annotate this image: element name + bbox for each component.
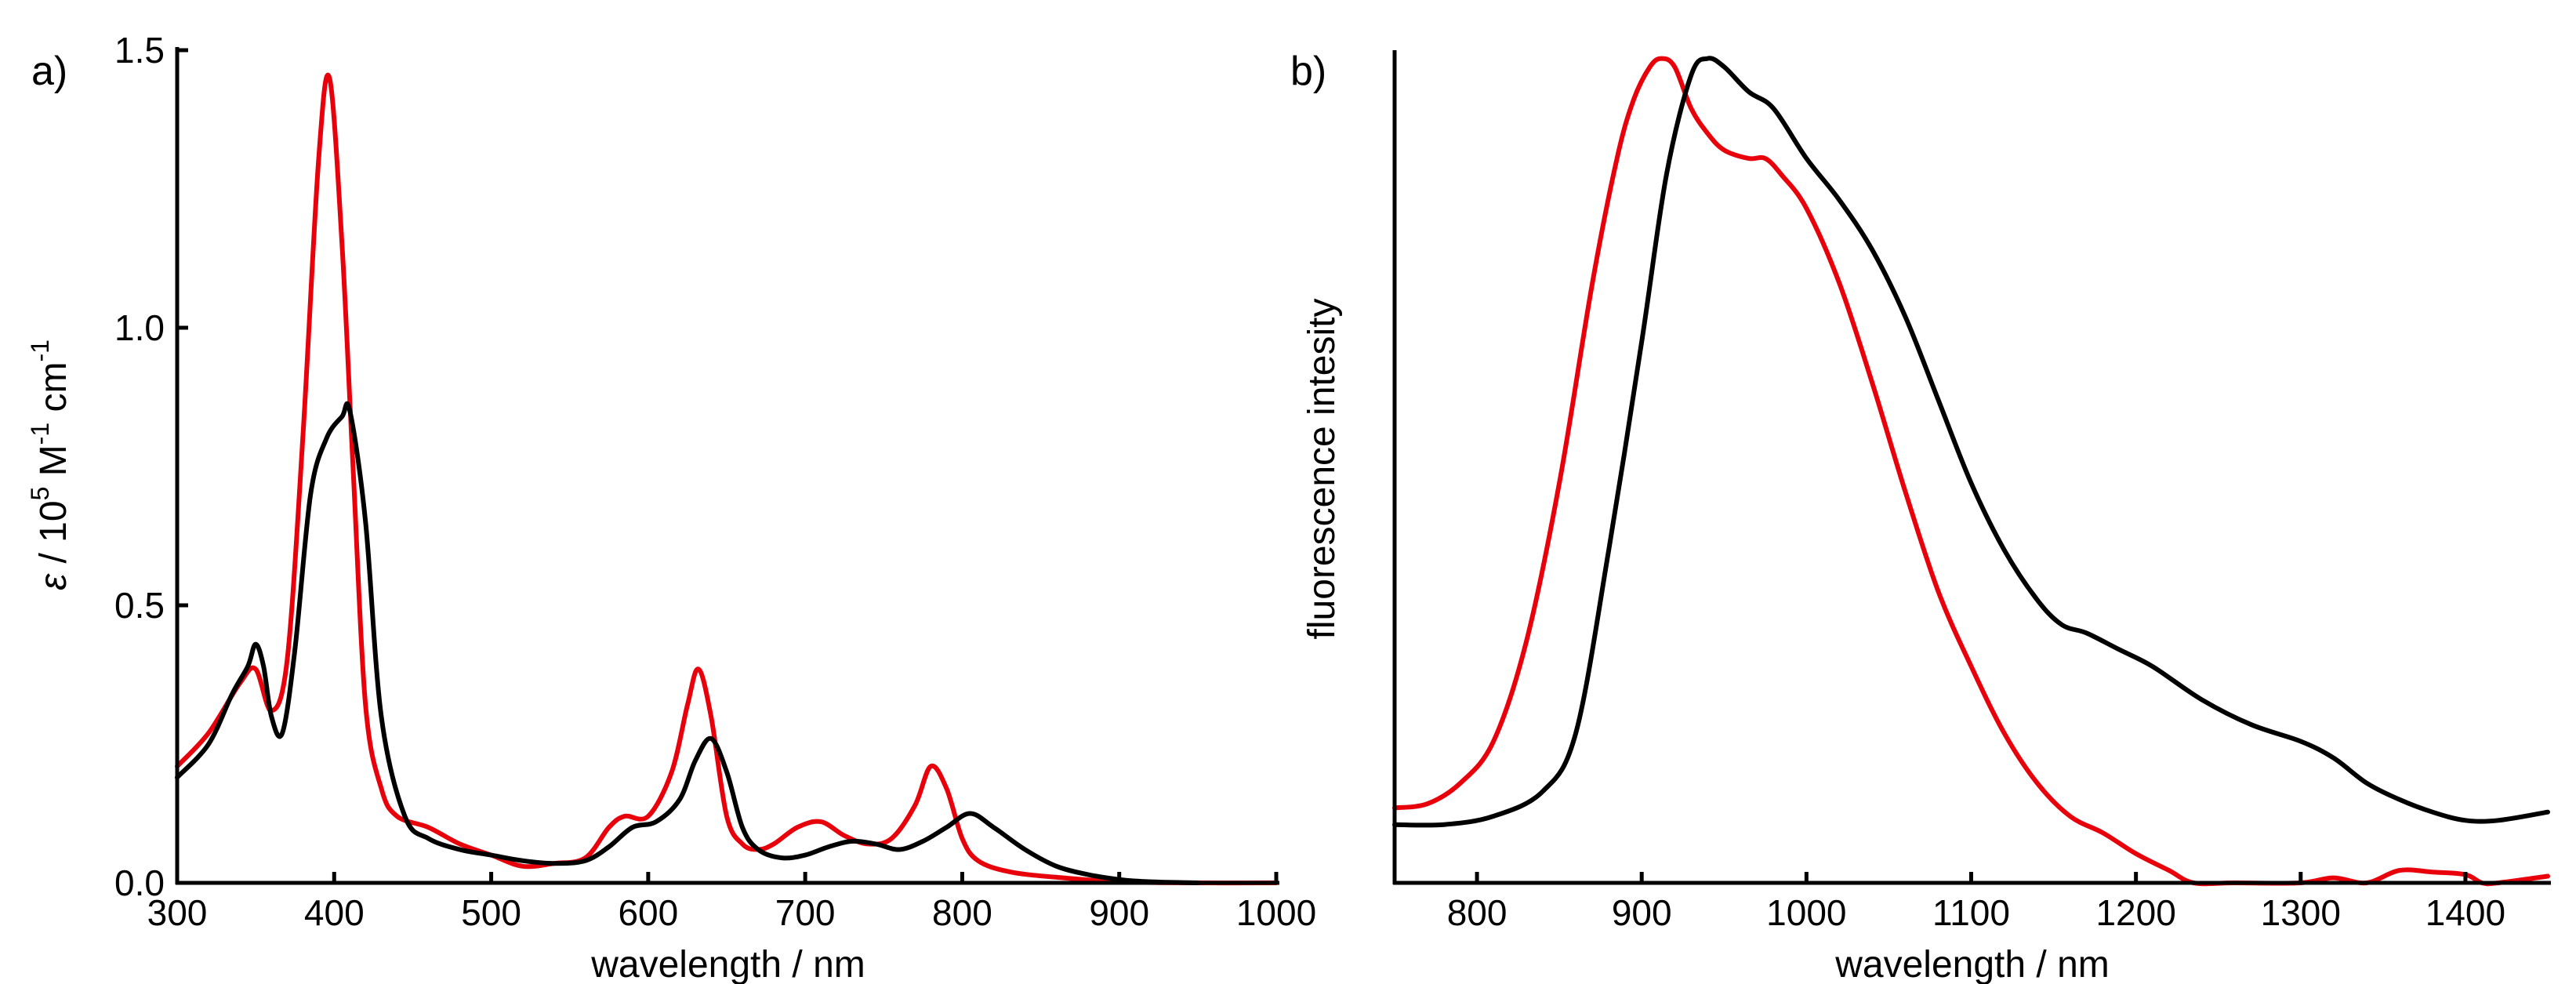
panel-a-x-tick-label: 600 xyxy=(618,892,678,933)
y-title-sup-3: -1 xyxy=(26,339,54,361)
panel-a-x-tick-label: 500 xyxy=(461,892,521,933)
panel-a-y-axis-title: ε / 105 M-1 cm-1 xyxy=(26,339,74,590)
panel-b-x-tick-label: 1400 xyxy=(2425,892,2505,933)
panel-a-series-black xyxy=(175,401,1200,885)
panel-a-series-red xyxy=(175,72,1279,886)
panel-a-x-tick-label: 300 xyxy=(147,892,208,933)
panel-b-y-axis-title: fluorescence intesity xyxy=(1301,299,1343,640)
panel-b-series-red xyxy=(1392,56,2550,887)
panel-b-series-group xyxy=(1392,56,2550,887)
panel-a-series-group xyxy=(175,72,1279,886)
epsilon-symbol: ε xyxy=(33,573,74,590)
panel-a-x-tick-label: 800 xyxy=(932,892,992,933)
panel-b-x-tick-label: 900 xyxy=(1612,892,1672,933)
panel-a-y-tick-label: 0.5 xyxy=(114,585,165,626)
y-title-sup-2: -1 xyxy=(26,423,54,445)
panel-b-x-ticks: 800 900 1000 1100 1200 1300 1400 xyxy=(1447,872,2505,933)
panel-a-y-tick-label: 0.0 xyxy=(114,862,165,903)
y-title-part-1: / 10 xyxy=(33,500,74,573)
panel-a-x-tick-label: 700 xyxy=(775,892,836,933)
panel-a-x-tick-label: 1000 xyxy=(1236,892,1316,933)
panel-b-label: b) xyxy=(1290,49,1326,94)
panel-a-y-tick-label: 1.0 xyxy=(114,307,165,348)
panel-b-x-tick-label: 1200 xyxy=(2095,892,2175,933)
panel-a-x-axis-title: wavelength / nm xyxy=(590,944,865,984)
panel-a-label: a) xyxy=(31,49,67,94)
panel-b-x-tick-label: 1300 xyxy=(2261,892,2341,933)
panel-b-x-axis-title: wavelength / nm xyxy=(1834,944,2110,984)
panel-b-fluorescence-chart: b) 800 900 1000 1100 1200 1300 1400 wavelength… xyxy=(1290,49,2551,984)
y-title-part-2: M xyxy=(33,445,74,486)
panel-b-x-tick-label: 1100 xyxy=(1932,892,2010,933)
panel-a-x-tick-label: 400 xyxy=(304,892,365,933)
y-title-part-3: cm xyxy=(33,362,74,423)
panel-a-x-tick-label: 900 xyxy=(1089,892,1149,933)
panel-a-y-tick-label: 1.5 xyxy=(114,30,165,71)
panel-b-x-tick-label: 1000 xyxy=(1766,892,1846,933)
panel-a-absorption-chart: a) 300 400 500 600 700 800 900 1000 0.0 0.5 1.0 1.… xyxy=(26,30,1316,984)
panel-b-series-black xyxy=(1392,56,2550,828)
y-title-sup-1: 5 xyxy=(26,487,54,501)
panel-a-y-ticks: 0.0 0.5 1.0 1.5 xyxy=(114,30,188,903)
panel-b-x-tick-label: 800 xyxy=(1447,892,1508,933)
panel-a-x-ticks: 300 400 500 600 700 800 900 1000 xyxy=(147,872,1316,933)
